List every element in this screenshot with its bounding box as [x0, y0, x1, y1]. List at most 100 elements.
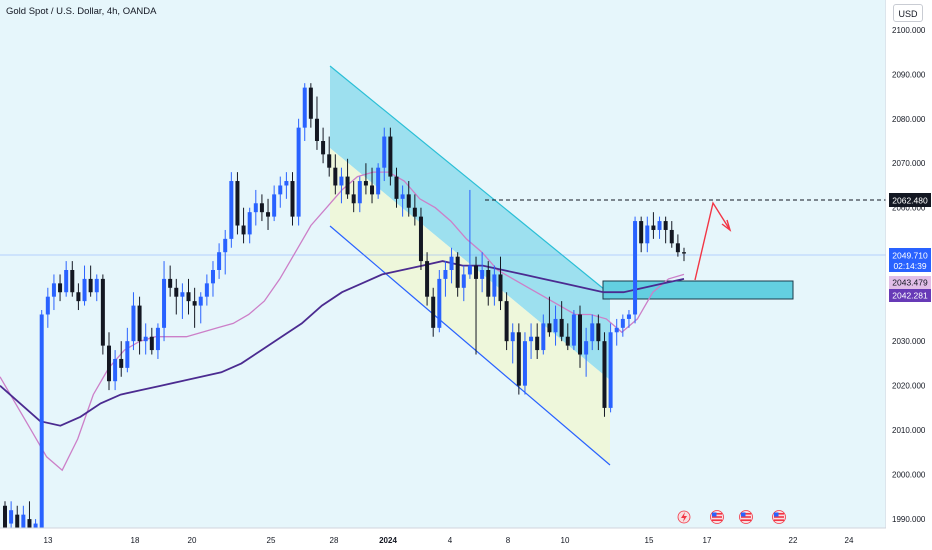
- time-tick-label: 18: [131, 536, 140, 545]
- candle-body: [204, 283, 209, 297]
- time-tick-label: 28: [330, 536, 339, 545]
- candle-body: [596, 323, 601, 342]
- candle-body: [388, 136, 393, 177]
- current-price-label: 2049.710: [892, 251, 928, 261]
- countdown-label: 02:14:39: [893, 261, 926, 271]
- projection-arrow: [694, 201, 731, 281]
- candle-body: [272, 194, 277, 217]
- candle-body: [314, 118, 319, 141]
- currency-button[interactable]: USD: [893, 4, 923, 22]
- time-tick-label: 17: [703, 536, 712, 545]
- channel-lower-line: [329, 225, 611, 466]
- candle-body: [64, 270, 69, 293]
- candle-body: [247, 212, 252, 235]
- candle-body: [131, 305, 136, 342]
- us-flag-icon[interactable]: [772, 510, 786, 524]
- candle-body: [578, 314, 583, 355]
- ma-slow-label: 2042.281: [892, 291, 928, 301]
- candle-body: [669, 229, 674, 244]
- time-tick-label: 8: [506, 536, 511, 545]
- candle-body: [535, 336, 540, 351]
- candle-body: [504, 301, 509, 342]
- candle-body: [235, 181, 240, 226]
- candle-body: [174, 287, 179, 297]
- candle-body: [675, 243, 680, 253]
- price-tick-label: 1990.000: [892, 515, 926, 524]
- candle-body: [76, 292, 81, 302]
- channel-upper-line: [329, 65, 611, 295]
- time-tick-label: 13: [44, 536, 53, 545]
- candle-body: [400, 194, 405, 199]
- lightning-icon[interactable]: [677, 510, 691, 524]
- candle-body: [394, 176, 399, 199]
- candle-body: [547, 323, 552, 333]
- candle-body: [27, 519, 32, 528]
- candle-body: [149, 336, 154, 351]
- candle-body: [308, 87, 313, 119]
- ma-fast-label-box: [889, 276, 931, 289]
- candle-body: [210, 270, 215, 284]
- candle-body: [480, 270, 485, 279]
- candle-body: [155, 327, 160, 351]
- candle-body: [168, 278, 173, 288]
- candle-body: [418, 216, 423, 262]
- candle-body: [192, 301, 197, 306]
- candle-body: [663, 221, 668, 230]
- candle-body: [345, 176, 350, 195]
- candle-body: [474, 265, 479, 279]
- candle-body: [467, 265, 472, 275]
- us-flag-icon[interactable]: [739, 510, 753, 524]
- price-tick-label: 2020.000: [892, 382, 926, 391]
- candle-body: [339, 176, 344, 186]
- candle-body: [363, 181, 368, 186]
- candle-body: [284, 181, 289, 186]
- candle-body: [553, 318, 558, 333]
- us-flag-icon[interactable]: [710, 510, 724, 524]
- candle-body: [382, 136, 387, 168]
- time-tick-label: 20: [188, 536, 197, 545]
- candle-body: [559, 318, 564, 337]
- candle-body: [614, 327, 619, 333]
- candle-body: [406, 194, 411, 208]
- candle-body: [290, 181, 295, 217]
- candle-body: [590, 323, 595, 342]
- candle-body: [431, 296, 436, 328]
- candle-body: [58, 283, 63, 293]
- candle-body: [241, 225, 246, 235]
- candle-body: [100, 278, 105, 346]
- time-tick-label: 4: [448, 536, 453, 545]
- candle-body: [88, 278, 93, 293]
- candle-body: [162, 278, 167, 328]
- candle-body: [113, 358, 118, 382]
- candle-body: [639, 221, 644, 244]
- candle-body: [278, 185, 283, 195]
- candle-body: [143, 336, 148, 342]
- price-axis: [886, 0, 932, 550]
- candle-body: [217, 252, 222, 270]
- price-tick-label: 2100.000: [892, 26, 926, 35]
- candle-body: [645, 225, 650, 244]
- candle-body: [455, 256, 460, 288]
- candle-body: [437, 278, 442, 328]
- candle-body: [541, 323, 546, 351]
- price-tick-label: 2090.000: [892, 70, 926, 79]
- candle-body: [327, 154, 332, 168]
- candle-body: [565, 336, 570, 346]
- time-tick-label: 22: [789, 536, 798, 545]
- level-label-box: [889, 193, 931, 207]
- candle-body: [425, 261, 430, 297]
- candle-body: [376, 167, 381, 195]
- candle-body: [486, 270, 491, 297]
- ma-line-slow: [0, 260, 685, 427]
- candle-body: [321, 141, 326, 155]
- ma-slow-label-box: [889, 289, 931, 302]
- time-tick-label: 24: [845, 536, 854, 545]
- candle-body: [357, 181, 362, 204]
- price-tick-label: 2010.000: [892, 426, 926, 435]
- candle-body: [253, 203, 258, 213]
- candle-body: [259, 203, 264, 213]
- candle-body: [302, 87, 307, 128]
- candle-body: [370, 185, 375, 195]
